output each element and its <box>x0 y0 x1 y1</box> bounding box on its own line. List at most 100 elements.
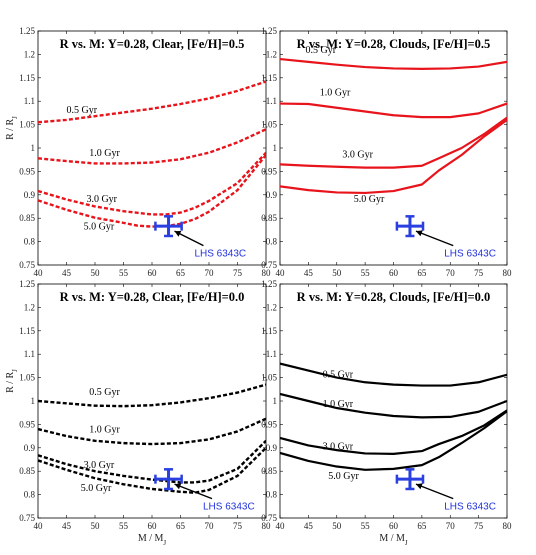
y-tick-label: 1 <box>273 396 278 406</box>
x-tick-label: 40 <box>276 521 286 531</box>
y-tick-label: 0.95 <box>19 419 35 429</box>
object-marker: LHS 6343C <box>395 468 496 512</box>
y-tick-label: 1.2 <box>266 49 277 59</box>
x-tick-label: 45 <box>62 268 72 278</box>
x-tick-label: 60 <box>148 521 158 531</box>
arrow-head-icon <box>415 230 423 237</box>
series-line-1-0-gyr <box>280 102 507 119</box>
series-line-3-0-gyr <box>38 151 266 216</box>
x-axis-label: M / MJ <box>379 533 408 547</box>
y-tick-label: 1.25 <box>261 279 277 289</box>
panel-title: R vs. M: Y=0.28, Clear, [Fe/H]=0.5 <box>60 37 245 51</box>
x-tick-label: 60 <box>389 268 399 278</box>
series-line-1-0-gyr <box>280 392 507 419</box>
x-tick-label: 55 <box>119 521 129 531</box>
y-tick-label: 0.9 <box>266 190 278 200</box>
y-tick-label: 0.75 <box>19 260 35 270</box>
series-label: 1.0 Gyr <box>89 424 120 435</box>
panel-2: 40 45 50 55 60 65 70 75 800.750.80.850.90.9511.0… <box>261 26 512 278</box>
x-tick-label: 55 <box>119 268 129 278</box>
x-tick-label: 70 <box>205 521 215 531</box>
y-tick-label: 1.2 <box>24 302 35 312</box>
y-tick-label: 1.25 <box>19 26 35 36</box>
x-tick-label: 40 <box>34 268 44 278</box>
y-tick-label: 0.95 <box>261 166 277 176</box>
x-tick-label: 65 <box>176 521 186 531</box>
object-arrow <box>415 483 454 500</box>
y-tick-label: 1.15 <box>19 326 35 336</box>
series-label: 3.0 Gyr <box>342 149 373 160</box>
plot-frame <box>279 283 508 519</box>
object-marker: LHS 6343C <box>395 215 496 259</box>
y-tick-label: 1 <box>31 143 36 153</box>
arrow-head-icon <box>174 483 182 490</box>
object-arrow <box>415 230 454 247</box>
arrow-head-icon <box>174 230 182 237</box>
series-line-5-0-gyr <box>280 410 507 471</box>
y-tick-label: 0.95 <box>261 419 277 429</box>
x-tick-label: 70 <box>205 268 215 278</box>
object-label: LHS 6343C <box>444 501 496 512</box>
x-tick-label: 80 <box>262 268 272 278</box>
y-tick-label: 0.8 <box>266 490 278 500</box>
y-tick-label: 1.05 <box>261 373 277 383</box>
y-tick-label: 0.75 <box>261 260 277 270</box>
series-label: 0.5 Gyr <box>323 370 354 381</box>
series-line-1-0-gyr <box>38 417 266 446</box>
series-line-0-5-gyr <box>38 80 266 124</box>
y-tick-label: 1.05 <box>19 120 35 130</box>
plot-frame <box>37 283 267 519</box>
y-tick-label: 1.1 <box>266 96 277 106</box>
series-line-1-0-gyr <box>38 128 266 165</box>
panel-title: R vs. M: Y=0.28, Clouds, [Fe/H]=0.5 <box>297 37 491 51</box>
x-tick-label: 50 <box>91 268 101 278</box>
y-tick-label: 1 <box>31 396 36 406</box>
y-tick-label: 1.05 <box>19 373 35 383</box>
x-tick-label: 75 <box>233 268 243 278</box>
x-tick-label: 45 <box>304 521 314 531</box>
x-tick-label: 45 <box>304 268 314 278</box>
x-tick-label: 55 <box>361 268 371 278</box>
arrow-head-icon <box>415 483 423 490</box>
series-label: 5.0 Gyr <box>328 471 359 482</box>
y-tick-label: 1.1 <box>266 349 277 359</box>
y-tick-label: 0.9 <box>24 190 36 200</box>
y-tick-label: 1.15 <box>19 73 35 83</box>
x-tick-label: 60 <box>389 521 399 531</box>
x-tick-label: 50 <box>332 268 342 278</box>
x-tick-label: 75 <box>474 268 484 278</box>
y-axis-label: R / RJ <box>5 116 19 140</box>
y-tick-label: 0.75 <box>19 513 35 523</box>
y-tick-label: 0.8 <box>24 490 36 500</box>
series-label: 1.0 Gyr <box>89 148 120 159</box>
y-tick-label: 0.85 <box>261 466 277 476</box>
panel-title: R vs. M: Y=0.28, Clouds, [Fe/H]=0.0 <box>297 290 491 304</box>
object-marker: LHS 6343C <box>154 215 246 259</box>
x-axis-label: M / MJ <box>138 533 167 547</box>
plot-frame <box>37 30 267 266</box>
x-tick-label: 75 <box>474 521 484 531</box>
x-tick-label: 80 <box>503 268 513 278</box>
series-line-5-0-gyr <box>38 446 266 494</box>
series-label: 0.5 Gyr <box>67 105 98 116</box>
x-tick-label: 80 <box>262 521 272 531</box>
y-tick-label: 0.85 <box>261 213 277 223</box>
y-tick-label: 0.8 <box>266 237 278 247</box>
x-tick-label: 40 <box>34 521 44 531</box>
series-label: 5.0 Gyr <box>81 483 112 494</box>
x-tick-label: 70 <box>446 268 456 278</box>
panel-4: 40 45 50 55 60 65 70 75 800.750.80.850.90.9511.0… <box>261 279 512 547</box>
x-tick-label: 70 <box>446 521 456 531</box>
y-tick-label: 1.2 <box>266 302 277 312</box>
x-tick-label: 65 <box>417 268 427 278</box>
y-tick-label: 1.2 <box>24 49 35 59</box>
panel-3: 40 45 50 55 60 65 70 75 80 0.75 0.8 0.85 0.9 0.95 1 1.0… <box>5 279 271 547</box>
y-axis-label: R / RJ <box>5 369 19 393</box>
series-label: 1.0 Gyr <box>320 88 351 99</box>
object-label: LHS 6343C <box>444 248 496 259</box>
y-tick-label: 1.1 <box>24 96 35 106</box>
object-marker: LHS 6343C <box>154 468 255 512</box>
y-tick-label: 0.9 <box>266 443 278 453</box>
x-tick-label: 50 <box>332 521 342 531</box>
y-tick-label: 0.8 <box>24 237 36 247</box>
